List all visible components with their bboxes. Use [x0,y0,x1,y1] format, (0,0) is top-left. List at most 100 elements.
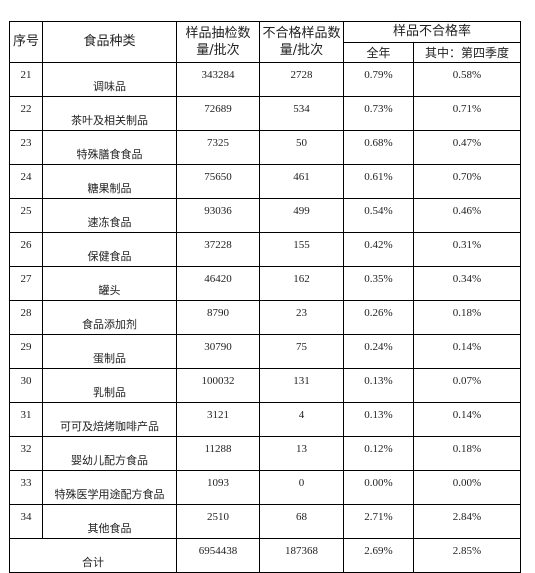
table-row: 32 婴幼儿配方食品 11288 13 0.12% 0.18% [9,436,522,471]
cell-index: 23 [9,130,43,165]
cell-sampled: 72689 [176,96,260,131]
header-rate-year: 全年 [343,42,414,63]
table-row: 31 可可及焙烤咖啡产品 3121 4 0.13% 0.14% [9,402,522,437]
total-rate-year: 2.69% [343,538,414,573]
cell-index: 26 [9,232,43,267]
cell-rate-year: 0.12% [343,436,414,471]
cell-category: 茶叶及相关制品 [42,96,177,131]
total-sampled: 6954438 [176,538,260,573]
cell-sampled: 343284 [176,62,260,97]
cell-sampled: 11288 [176,436,260,471]
cell-sampled: 75650 [176,164,260,199]
cell-category: 罐头 [42,266,177,301]
cell-index: 34 [9,504,43,539]
cell-failed: 499 [259,198,344,233]
cell-failed: 534 [259,96,344,131]
cell-rate-year: 0.68% [343,130,414,165]
table-row: 21 调味品 343284 2728 0.79% 0.58% [9,62,522,97]
table-row: 25 速冻食品 93036 499 0.54% 0.46% [9,198,522,233]
cell-sampled: 7325 [176,130,260,165]
cell-index: 28 [9,300,43,335]
total-label: 合计 [9,538,177,573]
cell-rate-year: 0.61% [343,164,414,199]
cell-rate-q4: 2.84% [412,504,522,539]
food-inspection-table: 序号 食品种类 样品抽检数量/批次 不合格样品数量/批次 样品不合格率 全年 其… [9,21,522,573]
cell-rate-q4: 0.70% [412,164,522,199]
cell-rate-q4: 0.00% [412,470,522,505]
header-index: 序号 [9,21,43,63]
cell-rate-year: 0.26% [343,300,414,335]
cell-rate-year: 0.79% [343,62,414,97]
cell-sampled: 3121 [176,402,260,437]
table-row: 28 食品添加剂 8790 23 0.26% 0.18% [9,300,522,335]
table-row: 24 糖果制品 75650 461 0.61% 0.70% [9,164,522,199]
cell-failed: 461 [259,164,344,199]
cell-index: 24 [9,164,43,199]
cell-rate-year: 0.00% [343,470,414,505]
table-row: 34 其他食品 2510 68 2.71% 2.84% [9,504,522,539]
total-failed: 187368 [259,538,344,573]
table-header: 序号 食品种类 样品抽检数量/批次 不合格样品数量/批次 样品不合格率 全年 其… [9,21,522,63]
cell-index: 32 [9,436,43,471]
cell-failed: 131 [259,368,344,403]
cell-index: 25 [9,198,43,233]
cell-rate-q4: 0.58% [412,62,522,97]
cell-rate-q4: 0.14% [412,334,522,369]
cell-index: 33 [9,470,43,505]
cell-rate-q4: 0.18% [412,300,522,335]
cell-index: 27 [9,266,43,301]
cell-rate-year: 0.54% [343,198,414,233]
cell-category: 其他食品 [42,504,177,539]
cell-failed: 75 [259,334,344,369]
cell-sampled: 30790 [176,334,260,369]
cell-rate-year: 2.71% [343,504,414,539]
cell-failed: 50 [259,130,344,165]
table-row: 33 特殊医学用途配方食品 1093 0 0.00% 0.00% [9,470,522,505]
table-row: 27 罐头 46420 162 0.35% 0.34% [9,266,522,301]
header-category: 食品种类 [42,21,177,63]
cell-category: 乳制品 [42,368,177,403]
cell-rate-q4: 0.07% [412,368,522,403]
cell-failed: 4 [259,402,344,437]
cell-index: 21 [9,62,43,97]
cell-category: 特殊膳食食品 [42,130,177,165]
cell-rate-q4: 0.47% [412,130,522,165]
cell-sampled: 100032 [176,368,260,403]
cell-failed: 68 [259,504,344,539]
cell-category: 速冻食品 [42,198,177,233]
cell-category: 食品添加剂 [42,300,177,335]
cell-rate-year: 0.13% [343,402,414,437]
header-sampled: 样品抽检数量/批次 [176,21,260,63]
cell-rate-year: 0.13% [343,368,414,403]
cell-rate-year: 0.35% [343,266,414,301]
cell-rate-year: 0.24% [343,334,414,369]
cell-rate-year: 0.42% [343,232,414,267]
cell-category: 糖果制品 [42,164,177,199]
cell-failed: 162 [259,266,344,301]
cell-category: 保健食品 [42,232,177,267]
cell-failed: 0 [259,470,344,505]
cell-category: 可可及焙烤咖啡产品 [42,402,177,437]
table-row: 30 乳制品 100032 131 0.13% 0.07% [9,368,522,403]
cell-rate-q4: 0.71% [412,96,522,131]
cell-category: 特殊医学用途配方食品 [42,470,177,505]
cell-rate-q4: 0.34% [412,266,522,301]
header-rate-q4: 其中：第四季度 [412,42,522,63]
cell-rate-q4: 0.18% [412,436,522,471]
cell-failed: 13 [259,436,344,471]
cell-index: 30 [9,368,43,403]
cell-rate-q4: 0.14% [412,402,522,437]
table-body: 21 调味品 343284 2728 0.79% 0.58% 22 茶叶及相关制品 72689 5… [9,62,522,539]
cell-rate-q4: 0.31% [412,232,522,267]
cell-failed: 2728 [259,62,344,97]
cell-index: 22 [9,96,43,131]
cell-sampled: 1093 [176,470,260,505]
cell-sampled: 37228 [176,232,260,267]
cell-sampled: 46420 [176,266,260,301]
cell-index: 29 [9,334,43,369]
table-row: 22 茶叶及相关制品 72689 534 0.73% 0.71% [9,96,522,131]
header-rate-group: 样品不合格率 [342,21,522,43]
cell-category: 蛋制品 [42,334,177,369]
cell-sampled: 2510 [176,504,260,539]
cell-category: 调味品 [42,62,177,97]
